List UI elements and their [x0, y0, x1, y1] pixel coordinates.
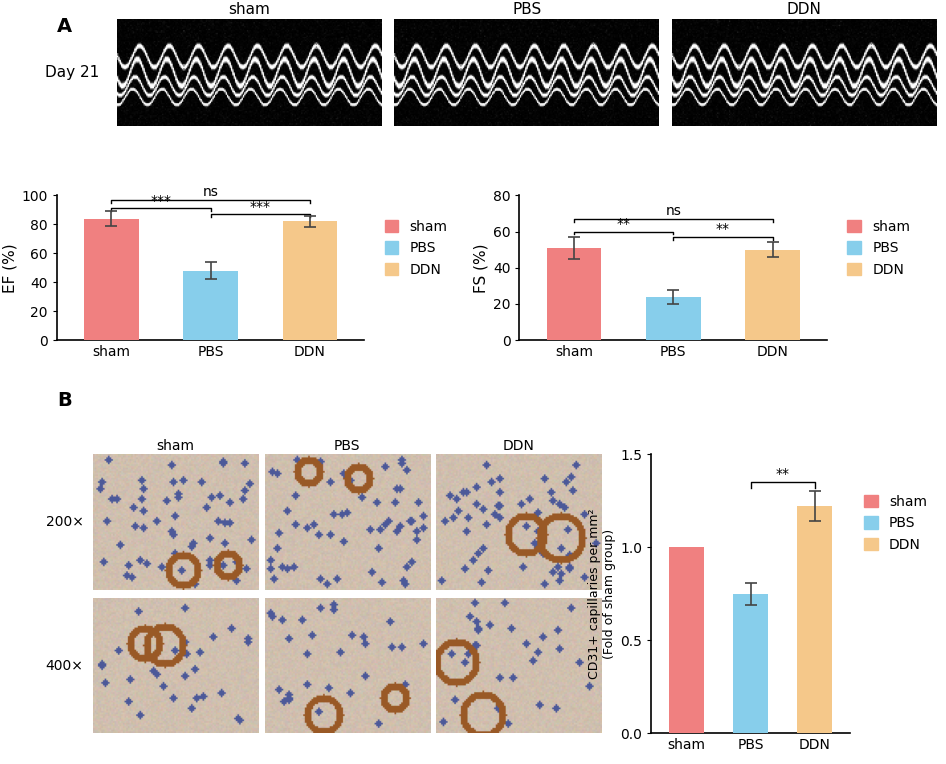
Bar [184, 270, 237, 340]
Text: 400×: 400× [45, 659, 83, 672]
Text: 200×: 200× [45, 515, 83, 529]
Bar [547, 248, 602, 340]
Bar [669, 547, 704, 733]
Y-axis label: CD31+ capillaries per mm²
(Fold of sham group): CD31+ capillaries per mm² (Fold of sham … [588, 509, 616, 679]
Text: ns: ns [202, 185, 219, 199]
Text: **: ** [716, 222, 730, 236]
Text: ns: ns [665, 204, 681, 219]
Text: **: ** [617, 217, 631, 231]
Bar [646, 296, 701, 340]
Bar [733, 594, 768, 733]
Text: ***: *** [150, 194, 171, 208]
Title: DDN: DDN [787, 2, 822, 17]
Title: sham: sham [229, 2, 271, 17]
Title: sham: sham [157, 439, 195, 453]
Bar [797, 507, 832, 733]
Bar [745, 250, 800, 340]
Bar [84, 219, 139, 340]
Text: Day 21: Day 21 [45, 65, 99, 80]
Legend: sham, PBS, DDN: sham, PBS, DDN [385, 220, 447, 277]
Title: PBS: PBS [512, 2, 541, 17]
Title: DDN: DDN [503, 439, 534, 453]
Y-axis label: EF (%): EF (%) [2, 243, 17, 293]
Y-axis label: FS (%): FS (%) [474, 243, 489, 293]
Text: **: ** [776, 467, 790, 481]
Bar [283, 222, 337, 340]
Legend: sham, PBS, DDN: sham, PBS, DDN [864, 494, 927, 552]
Title: PBS: PBS [334, 439, 360, 453]
Text: A: A [57, 17, 72, 36]
Text: ***: *** [250, 199, 271, 214]
Text: B: B [57, 391, 72, 410]
Legend: sham, PBS, DDN: sham, PBS, DDN [848, 220, 910, 277]
